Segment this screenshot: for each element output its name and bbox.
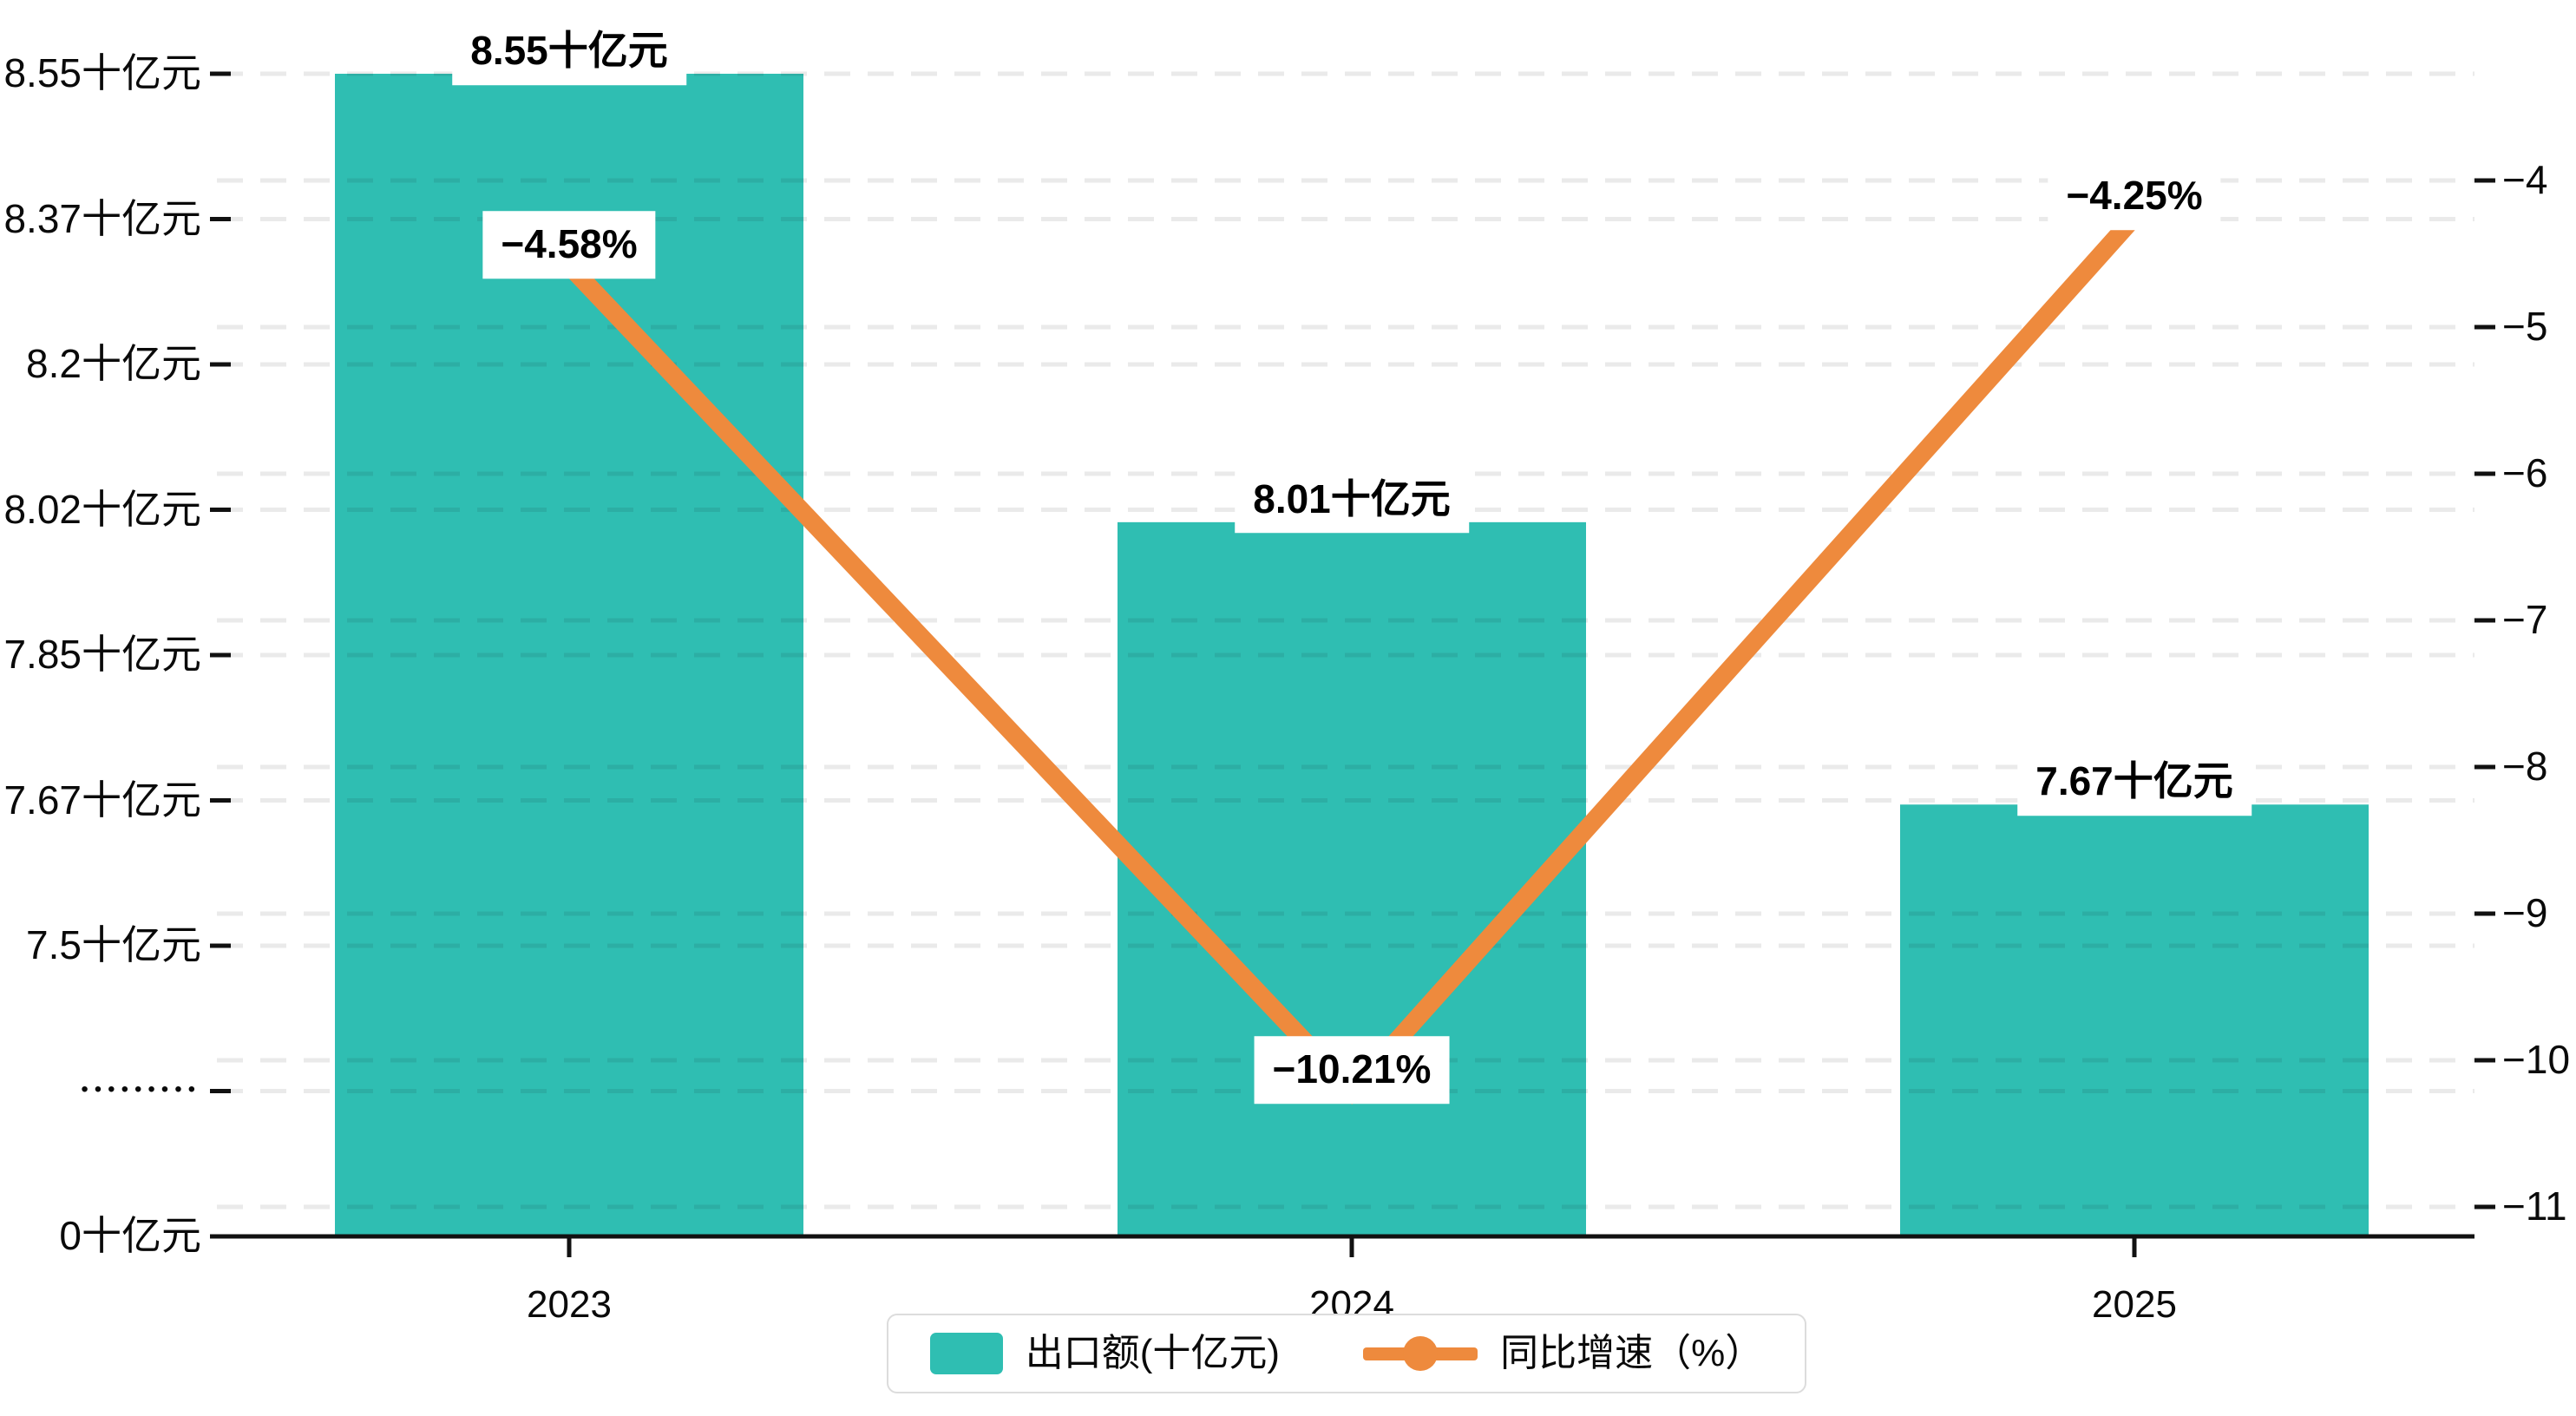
growth-value-label: −10.21% xyxy=(1254,1036,1450,1105)
growth-value-label: −4.58% xyxy=(482,211,656,279)
legend-box: 出口额(十亿元) 同比增速（%） xyxy=(887,1314,1806,1393)
left-axis-label: 0十亿元 xyxy=(59,1213,201,1259)
legend-label-export: 出口额(十亿元) xyxy=(1025,1332,1281,1374)
legend-item-growth[interactable]: 同比增速（%） xyxy=(1363,1333,1763,1374)
legend-bar-swatch-icon xyxy=(929,1333,1003,1374)
bar-2025 xyxy=(1900,804,2369,1236)
growth-value-label: −4.25% xyxy=(2048,162,2221,231)
bar-value-label: 8.01十亿元 xyxy=(1235,466,1469,534)
legend-label-growth: 同比增速（%） xyxy=(1500,1332,1764,1374)
legend-item-export[interactable]: 出口额(十亿元) xyxy=(929,1332,1281,1374)
bar-2024 xyxy=(1118,521,1586,1236)
left-axis-label: 8.02十亿元 xyxy=(3,486,201,532)
right-axis-label: −4 xyxy=(2502,157,2548,203)
left-axis-label: 7.67十亿元 xyxy=(3,777,201,823)
bar-value-label: 8.55十亿元 xyxy=(452,17,686,85)
legend-line-marker-icon xyxy=(1363,1333,1478,1374)
right-axis-label: −11 xyxy=(2502,1183,2567,1229)
right-axis-label: −7 xyxy=(2502,597,2548,643)
right-axis-label: −5 xyxy=(2502,304,2548,350)
left-axis-label: 8.55十亿元 xyxy=(3,50,201,96)
right-axis-label: −8 xyxy=(2502,744,2548,790)
left-axis-label: ••••••••• xyxy=(81,1077,201,1101)
x-axis-label-2023: 2023 xyxy=(527,1283,612,1326)
right-axis-label: −9 xyxy=(2502,890,2548,936)
left-axis-label: 7.85十亿元 xyxy=(3,632,201,678)
left-axis-label: 7.5十亿元 xyxy=(26,922,201,968)
right-axis-label: −6 xyxy=(2502,450,2548,496)
left-axis-label: 8.2十亿元 xyxy=(26,341,201,387)
x-axis-label-2025: 2025 xyxy=(2092,1283,2177,1326)
bar-value-label: 7.67十亿元 xyxy=(2017,748,2252,816)
left-axis-label: 8.37十亿元 xyxy=(3,195,201,241)
right-axis-label: −10 xyxy=(2502,1037,2571,1083)
